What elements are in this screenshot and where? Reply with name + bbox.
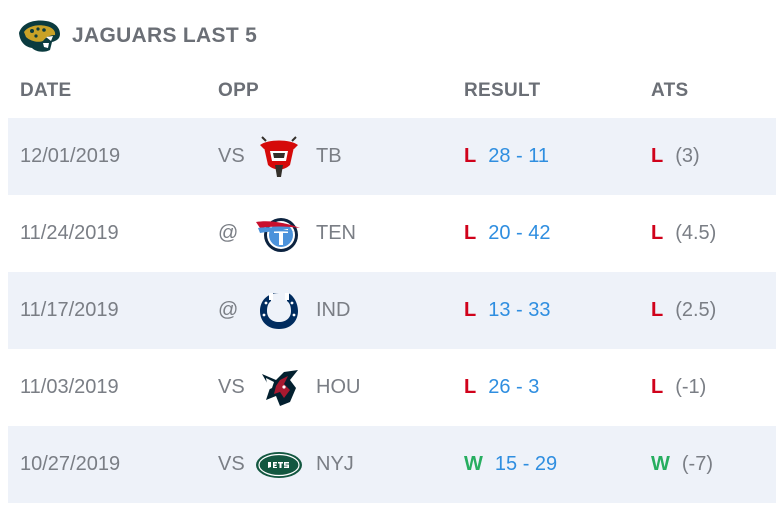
opponent-abbr: TB [316,145,342,167]
titans-logo-icon [256,217,300,252]
game-date: 11/24/2019 [20,222,119,244]
result-wl: L [464,222,477,244]
opponent-abbr: HOU [316,376,361,398]
opponent-abbr: TEN [316,222,356,244]
ats-cell: L (3) [651,118,700,195]
table-row: 10/27/2019 VS NYJ W 15 - 29 W (-7) [8,426,776,503]
game-score-link[interactable]: 15 - 29 [494,453,558,475]
result-wl: L [464,299,477,321]
ats-cell: W (-7) [651,426,713,503]
widget-title: JAGUARS LAST 5 [72,24,258,47]
texans-logo-icon [262,369,298,406]
table-row: 11/17/2019 @ IND L 13 - 33 L [8,272,776,349]
jaguars-logo-icon [19,20,60,52]
ats-wl: L [651,145,664,167]
home-away-prefix: VS [218,145,245,167]
opponent-cell: VS HOU [218,349,360,426]
opponent-cell: VS NYJ [218,426,354,503]
ats-cell: L (2.5) [651,272,716,349]
games-table: 12/01/2019 VS TB L 28 - 11 L (3) [8,118,776,503]
ats-wl: L [651,299,664,321]
result-cell: L 26 - 3 [464,349,539,426]
column-header-result: RESULT [464,80,541,101]
ats-line: (-1) [675,376,707,398]
column-header-date: DATE [20,80,72,101]
buccaneers-logo-icon [260,135,298,177]
opponent-abbr: NYJ [316,453,354,475]
table-row: 11/03/2019 VS HOU L 26 - 3 L (-1) [8,349,776,426]
ats-line: (4.5) [675,222,717,244]
home-away-prefix: VS [218,376,245,398]
result-cell: L 13 - 33 [464,272,550,349]
game-score-link[interactable]: 26 - 3 [488,376,540,398]
game-score-link[interactable]: 28 - 11 [488,145,549,167]
column-header-opp: OPP [218,80,260,101]
ats-line: (-7) [681,453,713,475]
jets-logo-icon [256,451,302,478]
game-score-link[interactable]: 20 - 42 [488,222,551,244]
home-away-prefix: @ [218,299,239,321]
table-row: 11/24/2019 @ TEN L 20 - 42 L (4.5 [8,195,776,272]
game-date: 10/27/2019 [20,453,121,475]
result-cell: W 15 - 29 [464,426,557,503]
game-date: 12/01/2019 [20,145,121,167]
ats-cell: L (4.5) [651,195,716,272]
ats-wl: L [651,376,664,398]
result-wl: L [464,145,477,167]
table-row: 12/01/2019 VS TB L 28 - 11 L (3) [8,118,776,195]
game-score-link[interactable]: 13 - 33 [488,299,551,321]
column-header-ats: ATS [651,80,689,101]
ats-wl: L [651,222,664,244]
ats-wl: W [651,453,670,475]
opponent-cell: @ IND [218,272,350,349]
result-wl: W [464,453,483,475]
ats-line: (3) [675,145,700,167]
game-date: 11/03/2019 [20,376,119,398]
result-cell: L 28 - 11 [464,118,549,195]
ats-cell: L (-1) [651,349,706,426]
widget-header: JAGUARS LAST 5 [16,16,257,56]
home-away-prefix: @ [218,222,239,244]
colts-logo-icon [260,292,298,329]
home-away-prefix: VS [218,453,245,475]
ats-line: (2.5) [675,299,717,321]
opponent-cell: @ TEN [218,195,356,272]
opponent-abbr: IND [316,299,351,321]
result-wl: L [464,376,477,398]
opponent-cell: VS TB [218,118,342,195]
result-cell: L 20 - 42 [464,195,550,272]
game-date: 11/17/2019 [20,299,119,321]
